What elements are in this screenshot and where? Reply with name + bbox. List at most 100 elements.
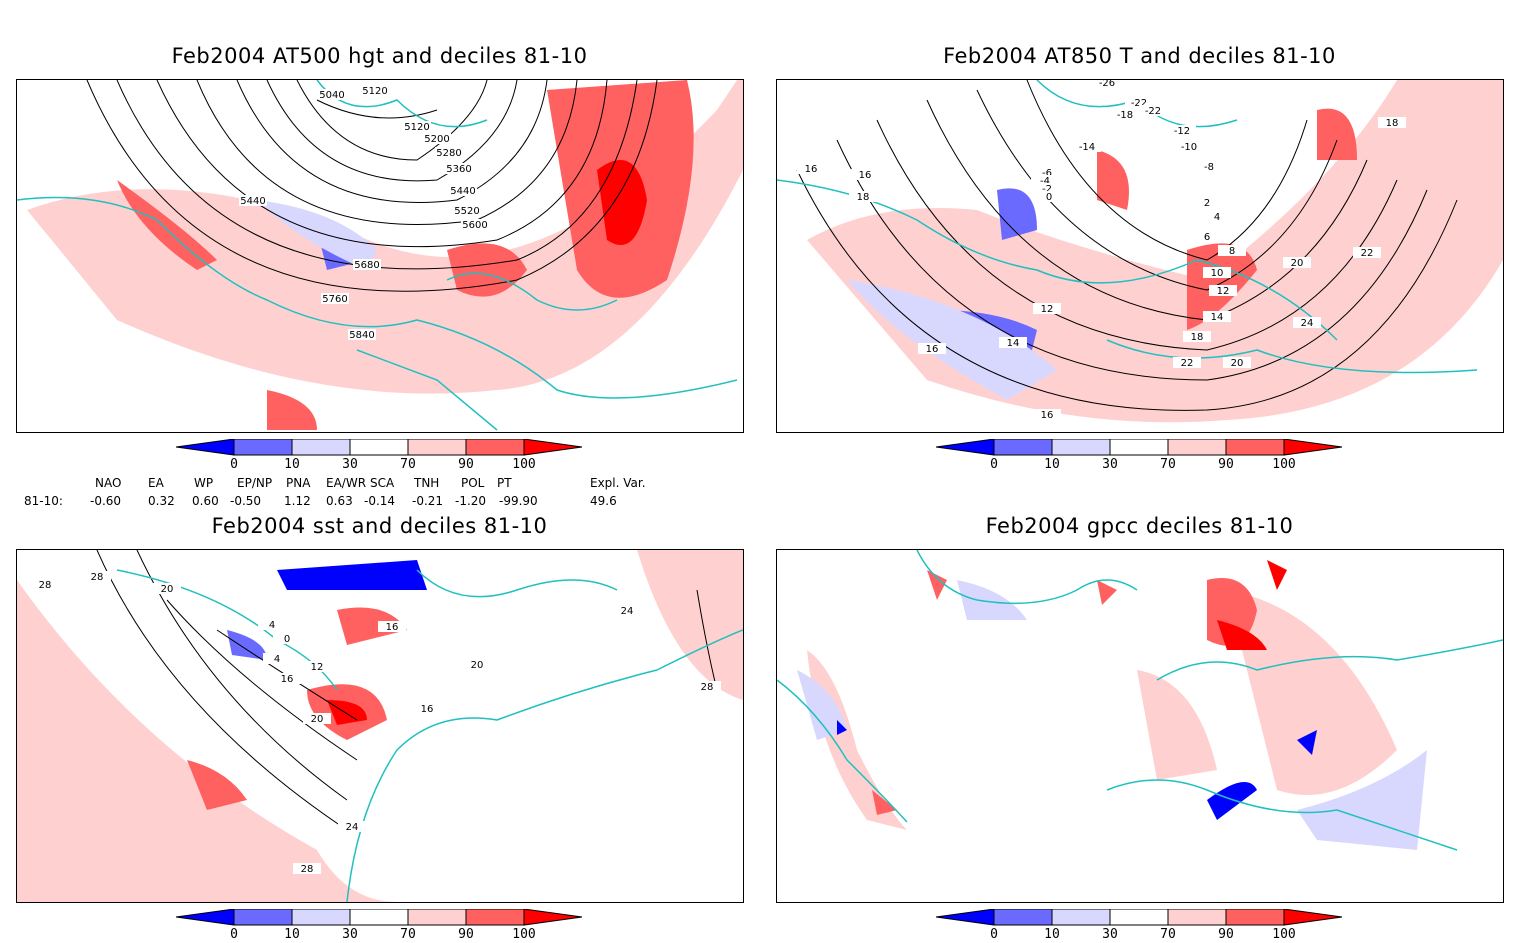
contour-label: 4	[1214, 212, 1220, 223]
colorbar-tick: 10	[1044, 457, 1060, 472]
contour-label-bg	[613, 605, 641, 616]
contour-label-bg	[1283, 257, 1311, 268]
contour-label-bg	[413, 703, 441, 714]
colorbar-tick: 0	[230, 927, 238, 942]
contour-label-bg	[263, 653, 291, 664]
colorbar-tick: 100	[1272, 927, 1295, 942]
index-header: EA/WR	[326, 476, 367, 490]
contour-label-bg	[1125, 97, 1153, 108]
contour-label-bg	[378, 621, 406, 632]
contour-label-bg	[273, 673, 301, 684]
contour-label-bg	[83, 571, 111, 582]
contour-label: 0	[1046, 192, 1052, 203]
contour-label-bg	[1193, 197, 1221, 208]
index-header: SCA	[370, 476, 395, 490]
contour-label: 5120	[362, 86, 387, 97]
contour-label-bg	[1033, 303, 1061, 314]
contour-label-bg	[449, 185, 477, 196]
contour-label-bg	[293, 863, 321, 874]
colorbar-tick: 10	[1044, 927, 1060, 942]
index-value: 0.63	[326, 494, 353, 508]
index-value: -1.20	[455, 494, 487, 508]
colorbar-tick: 100	[512, 457, 535, 472]
contour-label-bg	[258, 619, 286, 630]
contour-label-bg	[1139, 105, 1167, 116]
contour-label-bg	[445, 163, 473, 174]
index-value: -0.14	[364, 494, 396, 508]
contour-label-bg	[1111, 109, 1139, 120]
colorbar-tick: 90	[1218, 927, 1234, 942]
colorbar-gpcc: 0 10 30 70 90 100	[936, 909, 1343, 942]
map-t850-svg: -26-22-22-18-14-12-10-8-6-4-202468101212…	[777, 80, 1503, 423]
map-hgt500-svg: 5040 512051205200528053605440544055205600…	[17, 80, 743, 432]
contour-label: -14	[1079, 142, 1095, 153]
contour-label-bg	[348, 329, 376, 340]
contour-label-bg	[1378, 117, 1406, 128]
contour-label: 5600	[462, 220, 487, 231]
contour-label-bg	[1093, 80, 1121, 88]
contour-label-bg	[303, 713, 331, 724]
colorbar-tick: 30	[342, 927, 358, 942]
colorbar-tick: 30	[1102, 457, 1118, 472]
map-panel-sst[interactable]: 28 28 20 0 4 12 16 20 24 28 4 16 16 20 24 28	[16, 549, 744, 903]
contour-label: 16	[805, 164, 818, 175]
contour-label: 20	[1291, 258, 1304, 269]
contour-label: -2	[1042, 184, 1052, 195]
contour-label-bg	[851, 169, 879, 180]
contour-label: 5120	[404, 122, 429, 133]
contour-label-bg	[463, 659, 491, 670]
panel-title-hgt500: Feb2004 AT500 hgt and deciles 81-10	[171, 44, 588, 68]
contour-label: -4	[1040, 176, 1050, 187]
contour-label-bg	[1203, 267, 1231, 278]
contour-label-bg	[1293, 317, 1321, 328]
colorbar-tick: 90	[458, 457, 474, 472]
contour-label: 0	[284, 634, 290, 645]
contour-label: 8	[1229, 246, 1235, 257]
contour-label: 16	[281, 674, 294, 685]
contour-label: 5200	[424, 134, 449, 145]
contour-label: -26	[1099, 80, 1115, 89]
map-panel-hgt500[interactable]: 5040 5120 5120 5200 5280 5360 5440 5440 5520 5600…	[16, 79, 744, 433]
contour-label: -10	[1181, 142, 1197, 153]
contour-label: 4	[269, 620, 275, 631]
contour-label-bg	[361, 85, 389, 96]
contour-label-bg	[1073, 141, 1101, 152]
contour-label: 20	[1231, 358, 1244, 369]
contour-label: 24	[346, 822, 359, 833]
colorbar-hgt500: 0 10 30 70 90 100	[176, 439, 583, 472]
index-value-row: 81-10: -0.60 0.32 0.60 -0.50 1.12 0.63 -…	[20, 494, 720, 512]
contour-label-bg	[239, 195, 267, 206]
contour-label: -22	[1131, 98, 1147, 109]
contour-label: 5360	[446, 164, 471, 175]
contour-label: 16	[859, 170, 872, 181]
map-panel-t850[interactable]: -26 -22 -22 -18 -14 -12 -10 -8 -6 -4 -2 0 2 4 6 8 10 12 12…	[776, 79, 1504, 433]
contour-label: 5440	[450, 186, 475, 197]
contour-label-bg	[1183, 331, 1211, 342]
contour-label-bg	[31, 579, 59, 590]
contour-label: -18	[1117, 110, 1133, 121]
index-value: -99.90	[499, 494, 538, 508]
panel-title-sst: Feb2004 sst and deciles 81-10	[211, 514, 548, 538]
contour-label: 2	[1204, 198, 1210, 209]
contour-label-bg	[849, 191, 877, 202]
panel-title-gpcc: Feb2004 gpcc deciles 81-10	[985, 514, 1294, 538]
contour-label: 5760	[322, 294, 347, 305]
contour-label-bg	[1353, 247, 1381, 258]
colorbar-tick: 100	[1272, 457, 1295, 472]
contour-label-bg	[1195, 161, 1223, 172]
contour-label: 28	[701, 682, 714, 693]
contour-label-bg	[1033, 183, 1061, 194]
colorbar-tick: 90	[458, 927, 474, 942]
index-value: 0.32	[148, 494, 175, 508]
index-header: Expl. Var.	[590, 476, 646, 490]
contour-label: 18	[857, 192, 870, 203]
index-header-row: NAO EA WP EP/NP PNA EA/WR SCA TNH POL PT…	[20, 476, 720, 494]
contour-label: 20	[311, 714, 324, 725]
map-panel-gpcc[interactable]	[776, 549, 1504, 903]
colorbar-sst: 0 10 30 70 90 100	[176, 909, 583, 942]
contour-label-bg	[1203, 211, 1231, 222]
contour-label: 16	[1041, 410, 1054, 421]
contour-label: 18	[1386, 118, 1399, 129]
contour-label-bg	[999, 337, 1027, 348]
